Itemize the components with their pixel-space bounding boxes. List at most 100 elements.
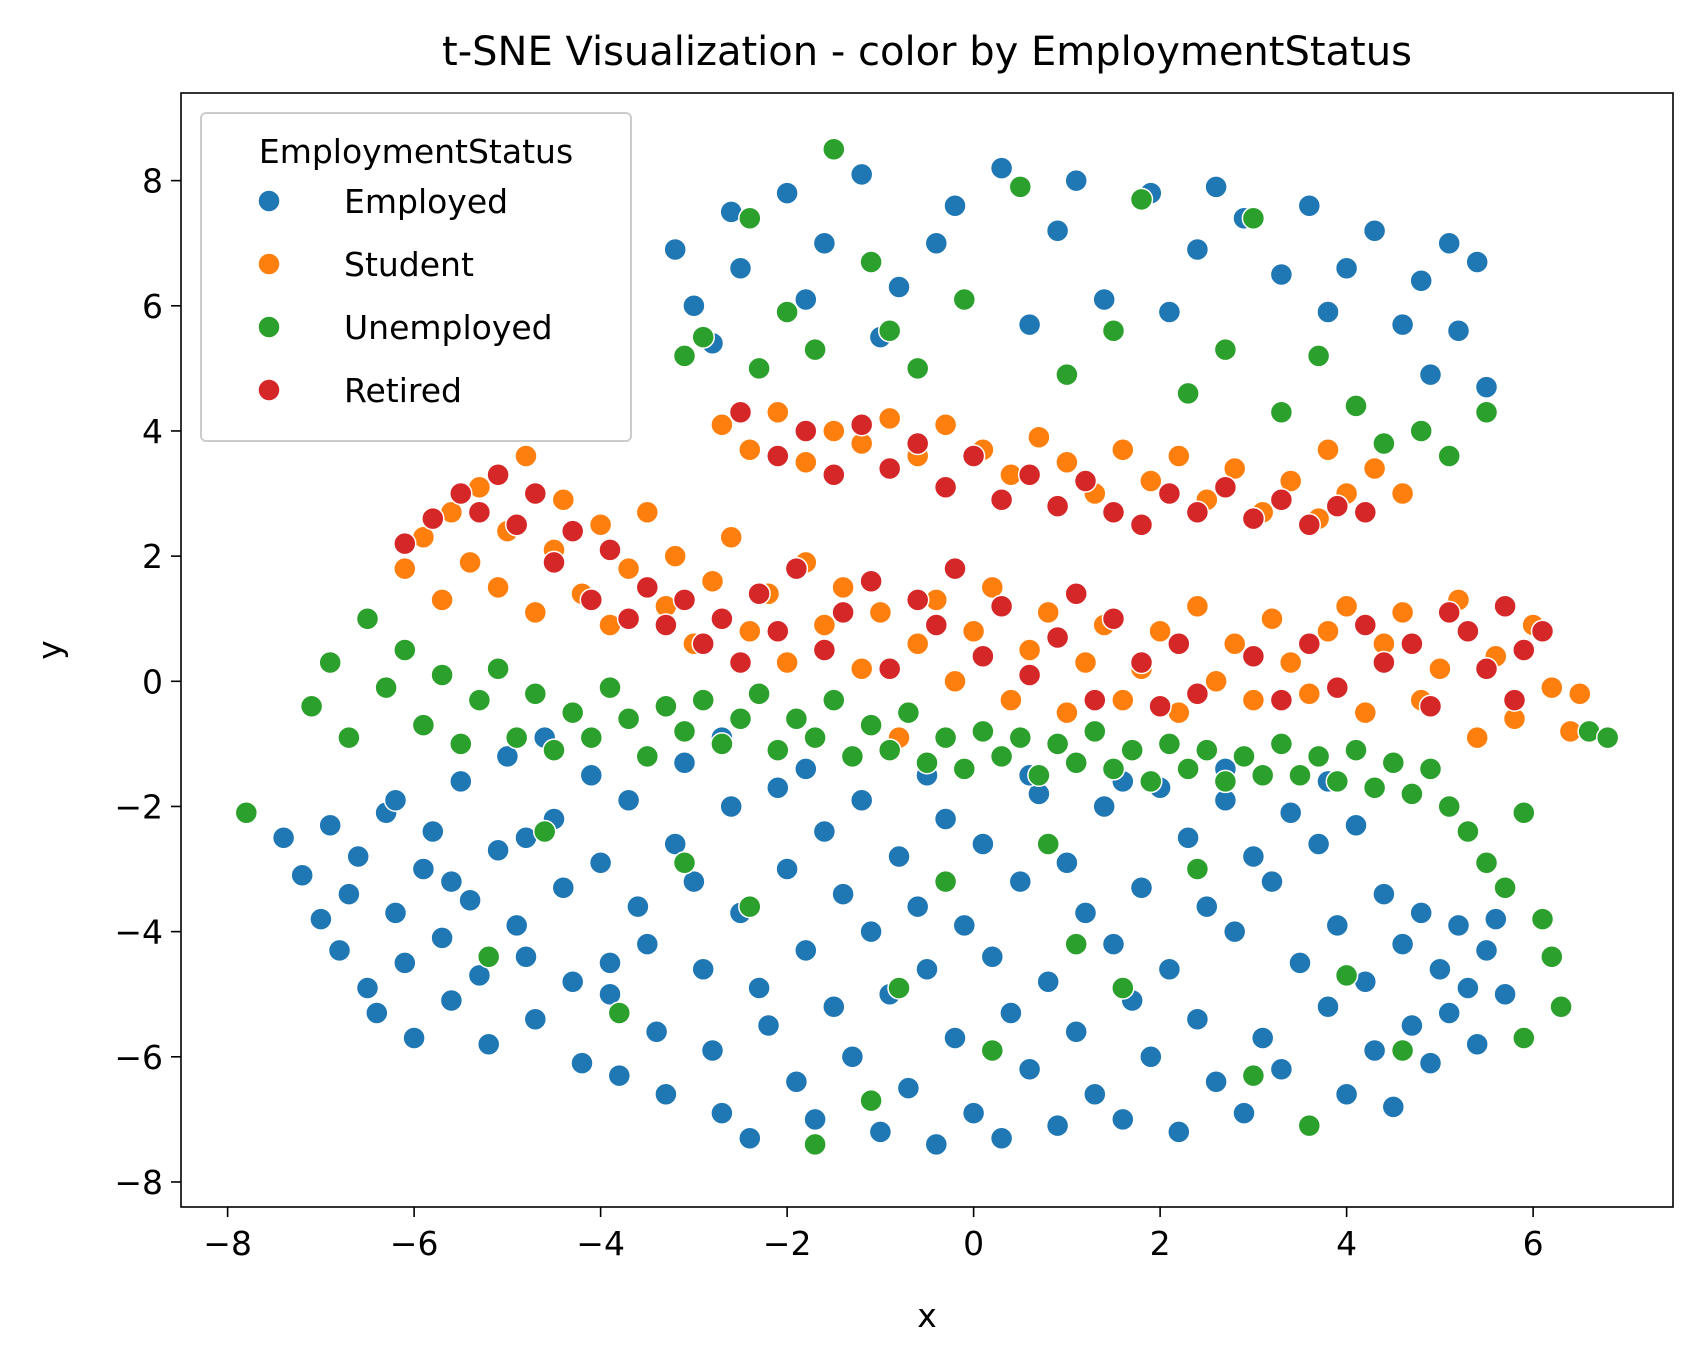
point-student-18	[663, 544, 687, 568]
point-student-33	[943, 669, 967, 694]
point-unemployed-47	[1157, 732, 1182, 756]
point-employed-106	[1278, 800, 1303, 825]
point-retired-2	[449, 481, 473, 506]
point-employed-16	[439, 988, 464, 1013]
point-retired-40	[1269, 688, 1294, 712]
scatter-points	[234, 137, 1620, 1157]
y-tick-label: −2	[114, 787, 163, 826]
point-retired-75	[1325, 494, 1350, 518]
point-unemployed-93	[822, 137, 846, 162]
legend-entries: Employed Student Unemployed Retired	[257, 182, 553, 410]
point-unemployed-18	[616, 707, 641, 731]
point-unemployed-8	[430, 663, 454, 687]
point-retired-50	[1493, 594, 1517, 618]
point-employed-11	[393, 951, 417, 975]
point-unemployed-25	[747, 682, 771, 706]
point-employed-155	[1409, 269, 1433, 293]
point-employed-166	[1017, 312, 1042, 337]
point-unemployed-110	[1474, 400, 1499, 424]
point-employed-18	[458, 888, 482, 913]
point-unemployed-51	[1232, 744, 1256, 769]
point-student-50	[1260, 606, 1284, 631]
point-employed-147	[1045, 218, 1070, 243]
point-employed-77	[1008, 869, 1033, 894]
point-employed-135	[794, 757, 818, 781]
x-tick-label: 0	[963, 1224, 984, 1263]
point-retired-0	[393, 531, 417, 556]
point-unemployed-112	[672, 344, 697, 368]
point-employed-34	[607, 1063, 632, 1088]
point-employed-162	[728, 256, 753, 280]
point-unemployed-67	[1530, 907, 1555, 931]
point-retired-62	[961, 444, 986, 468]
point-retired-66	[1073, 469, 1098, 493]
point-retired-65	[1045, 494, 1070, 518]
point-employed-76	[999, 1001, 1023, 1025]
point-unemployed-108	[1409, 419, 1433, 443]
point-unemployed-31	[859, 713, 883, 737]
point-retired-6	[523, 481, 548, 506]
point-student-36	[999, 688, 1023, 712]
point-employed-24	[514, 944, 538, 969]
point-retired-8	[560, 519, 585, 543]
point-employed-154	[1362, 218, 1387, 243]
point-unemployed-10	[467, 688, 492, 712]
point-unemployed-23	[710, 732, 734, 756]
point-unemployed-100	[1129, 187, 1154, 212]
legend-label-unemployed: Unemployed	[344, 308, 553, 347]
point-student-13	[588, 513, 613, 537]
point-unemployed-85	[1111, 976, 1135, 1000]
x-tick-label: −2	[763, 1224, 812, 1263]
point-employed-133	[598, 951, 622, 975]
point-employed-88	[1111, 1107, 1135, 1132]
point-student-15	[616, 556, 641, 581]
point-retired-36	[1148, 694, 1172, 719]
point-student-35	[980, 575, 1005, 600]
point-unemployed-57	[1344, 738, 1368, 762]
point-employed-83	[1064, 1020, 1088, 1044]
point-retired-72	[1241, 506, 1266, 531]
point-retired-38	[1185, 682, 1210, 706]
plot-area-frame	[180, 92, 1674, 1208]
point-employed-50	[756, 1013, 781, 1038]
point-student-88	[1278, 469, 1303, 493]
point-retired-13	[654, 613, 678, 637]
y-tick-label: 4	[142, 412, 163, 451]
point-employed-81	[1045, 1113, 1070, 1138]
point-employed-94	[1167, 1120, 1191, 1144]
point-unemployed-73	[476, 944, 501, 969]
point-retired-20	[784, 556, 809, 581]
point-employed-122	[1428, 957, 1452, 981]
point-unemployed-106	[1344, 394, 1368, 418]
point-employed-146	[989, 156, 1014, 180]
point-employed-38	[644, 1020, 669, 1044]
point-employed-150	[1185, 237, 1210, 262]
point-student-74	[877, 406, 902, 431]
point-retired-25	[905, 588, 930, 612]
point-employed-74	[980, 944, 1005, 969]
point-unemployed-114	[803, 337, 827, 362]
point-employed-143	[849, 162, 874, 187]
point-retired-46	[1418, 694, 1443, 719]
point-unemployed-5	[374, 675, 398, 700]
point-student-67	[1568, 682, 1592, 706]
point-student-8	[514, 444, 538, 468]
point-unemployed-16	[579, 725, 604, 750]
point-unemployed-30	[840, 744, 865, 769]
point-retired-42	[1325, 675, 1350, 700]
point-employed-161	[682, 294, 706, 318]
point-retired-19	[766, 619, 790, 643]
point-unemployed-70	[1512, 1026, 1536, 1050]
point-unemployed-61	[1418, 757, 1443, 781]
point-employed-14	[421, 819, 445, 844]
point-retired-10	[598, 538, 622, 562]
point-employed-103	[1250, 1026, 1275, 1050]
point-retired-29	[989, 594, 1014, 618]
point-student-31	[905, 631, 930, 656]
point-employed-75	[989, 1126, 1014, 1150]
point-unemployed-80	[887, 976, 911, 1000]
point-employed-6	[346, 844, 370, 869]
point-student-80	[1055, 450, 1079, 474]
point-retired-35	[1129, 650, 1154, 675]
point-student-39	[1055, 700, 1079, 725]
